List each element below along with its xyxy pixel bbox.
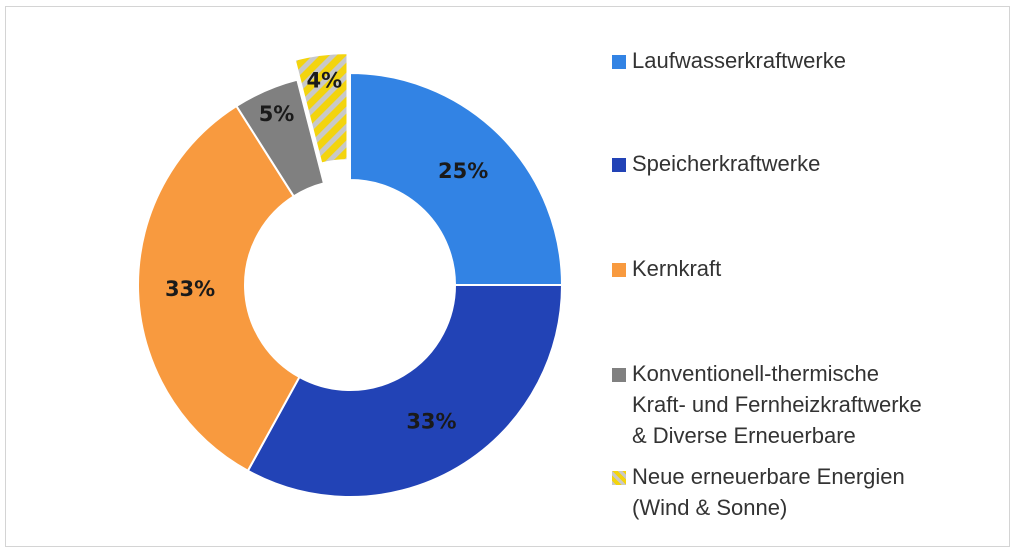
chart-frame bbox=[5, 6, 1010, 547]
legend-swatch bbox=[612, 368, 626, 382]
data-label: 4% bbox=[306, 69, 342, 93]
legend-item: Laufwasserkraftwerke bbox=[610, 45, 846, 76]
legend-label: Konventionell-thermische Kraft- und Fern… bbox=[632, 361, 922, 448]
slice bbox=[137, 104, 301, 473]
legend-item: Speicherkraftwerke bbox=[610, 148, 820, 179]
slice bbox=[235, 78, 326, 198]
legend-item: Kernkraft bbox=[610, 253, 721, 284]
data-label: 25% bbox=[438, 159, 488, 183]
legend-swatch bbox=[612, 158, 626, 172]
data-label: 33% bbox=[406, 410, 456, 434]
legend-label: Neue erneuerbare Energien (Wind & Sonne) bbox=[632, 464, 905, 520]
legend-swatch bbox=[612, 471, 626, 485]
legend-swatch bbox=[612, 55, 626, 69]
legend-item: Konventionell-thermische Kraft- und Fern… bbox=[610, 358, 922, 451]
legend-label: Laufwasserkraftwerke bbox=[632, 48, 846, 73]
legend-item: Neue erneuerbare Energien (Wind & Sonne) bbox=[610, 461, 905, 523]
slice bbox=[246, 284, 564, 498]
legend-swatch bbox=[612, 263, 626, 277]
data-label: 33% bbox=[165, 277, 215, 301]
data-label: 5% bbox=[259, 102, 295, 126]
slice bbox=[349, 71, 564, 286]
legend-label: Speicherkraftwerke bbox=[632, 151, 821, 176]
slice bbox=[293, 52, 349, 165]
legend-label: Kernkraft bbox=[632, 256, 722, 281]
